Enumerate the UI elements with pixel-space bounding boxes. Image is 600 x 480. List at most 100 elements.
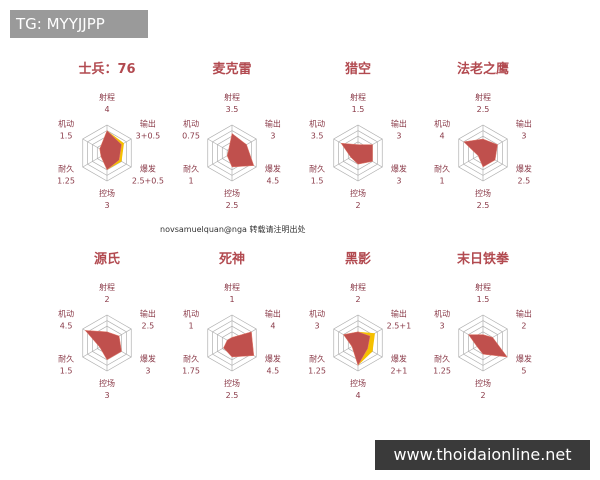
axis-label: 机动 (183, 309, 199, 319)
axis-value: 2.5 (477, 201, 490, 210)
axis-value: 1.5 (477, 295, 490, 304)
axis-value: 2.5 (477, 105, 490, 114)
axis-value: 3 (440, 322, 445, 331)
axis-value: 3 (521, 132, 526, 141)
axis-value: 2.5 (518, 177, 531, 186)
axis-label: 耐久 (309, 164, 325, 174)
value-area (84, 330, 122, 361)
axis-value: 2 (521, 322, 526, 331)
chart-title: 士兵：76 (78, 61, 135, 77)
axis-value: 2.5+1 (387, 322, 412, 331)
chart-title: 末日铁拳 (456, 251, 510, 267)
axis-value: 1 (229, 295, 234, 304)
axis-value: 0.75 (182, 132, 200, 141)
axis-label: 机动 (309, 119, 325, 129)
axis-label: 控场 (99, 378, 115, 388)
axis-value: 2.5 (226, 391, 239, 400)
axis-label: 输出 (516, 119, 532, 129)
axis-value: 2 (104, 295, 109, 304)
axis-label: 耐久 (434, 354, 450, 364)
axis-value: 2 (355, 295, 360, 304)
axis-value: 2 (355, 201, 360, 210)
axis-label: 爆发 (391, 164, 407, 174)
axis-label: 耐久 (309, 354, 325, 364)
axis-value: 4.5 (60, 322, 73, 331)
axis-value: 1.5 (60, 132, 73, 141)
axis-label: 机动 (309, 309, 325, 319)
axis-label: 射程 (99, 92, 115, 102)
axis-value: 2.5+0.5 (132, 177, 164, 186)
axis-label: 输出 (516, 309, 532, 319)
chart-title: 法老之鹰 (457, 61, 509, 77)
axis-label: 射程 (224, 92, 240, 102)
axis-value: 3 (145, 367, 150, 376)
axis-label: 控场 (475, 378, 491, 388)
value-area (223, 331, 255, 358)
axis-value: 1 (189, 177, 194, 186)
axis-label: 爆发 (265, 164, 281, 174)
value-area (226, 132, 255, 168)
axis-label: 耐久 (183, 354, 199, 364)
axis-label: 输出 (140, 119, 156, 129)
grid-spoke (207, 138, 233, 154)
axis-value: 1.5 (311, 177, 324, 186)
axis-value: 4 (270, 322, 275, 331)
axis-value: 1 (440, 177, 445, 186)
banner: TG: MYYJJPP (10, 10, 148, 38)
axis-value: 4.5 (267, 367, 280, 376)
chart-title: 黑影 (345, 251, 371, 267)
axis-value: 2.5 (142, 322, 155, 331)
axis-label: 射程 (475, 282, 491, 292)
chart-title: 猎空 (345, 61, 371, 77)
axis-label: 控场 (224, 188, 240, 198)
axis-value: 1.25 (57, 177, 75, 186)
axis-label: 控场 (350, 188, 366, 198)
axis-label: 输出 (140, 309, 156, 319)
axis-label: 机动 (58, 119, 74, 129)
value-area (340, 142, 373, 165)
axis-value: 3 (315, 322, 320, 331)
watermark: www.thoidaionline.net (375, 440, 590, 470)
axis-label: 射程 (99, 282, 115, 292)
axis-label: 爆发 (140, 354, 156, 364)
value-area (467, 334, 508, 358)
axis-label: 射程 (224, 282, 240, 292)
axis-label: 射程 (350, 92, 366, 102)
axis-label: 机动 (58, 309, 74, 319)
axis-value: 1 (189, 322, 194, 331)
axis-value: 3 (104, 201, 109, 210)
axis-value: 2+1 (390, 367, 407, 376)
axis-label: 爆发 (516, 354, 532, 364)
chart-title: 死神 (219, 251, 245, 267)
axis-label: 控场 (99, 188, 115, 198)
axis-label: 耐久 (58, 354, 74, 364)
value-area (463, 138, 498, 168)
credit-text: novsamuelquan@nga 转载请注明出处 (160, 225, 306, 234)
chart-title: 源氏 (94, 251, 120, 267)
axis-label: 耐久 (58, 164, 74, 174)
axis-label: 控场 (224, 378, 240, 388)
axis-value: 3 (396, 177, 401, 186)
axis-value: 1.5 (60, 367, 73, 376)
axis-value: 4 (355, 391, 360, 400)
radar-chart: 士兵：76 射程 4 输出 3+0.5 爆发 2.5+0.5 控场 3 耐久 1.25 机动 1.5 (57, 61, 164, 210)
axis-label: 机动 (434, 119, 450, 129)
chart-title: 麦克雷 (212, 61, 251, 77)
axis-value: 5 (521, 367, 526, 376)
axis-label: 爆发 (140, 164, 156, 174)
axis-label: 控场 (475, 188, 491, 198)
axis-label: 耐久 (434, 164, 450, 174)
axis-label: 爆发 (516, 164, 532, 174)
axis-label: 耐久 (183, 164, 199, 174)
axis-label: 输出 (265, 119, 281, 129)
value-area (343, 331, 371, 367)
axis-label: 射程 (350, 282, 366, 292)
axis-value: 1.25 (433, 367, 451, 376)
